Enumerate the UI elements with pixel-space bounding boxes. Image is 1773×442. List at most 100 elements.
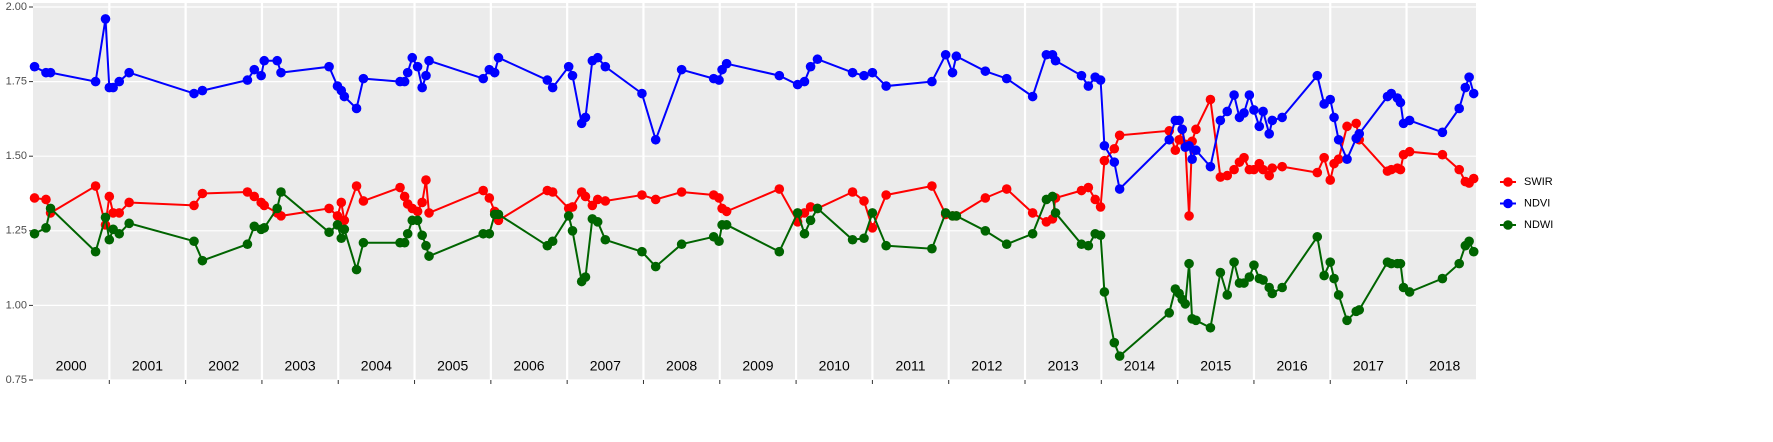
data-point [417,82,427,93]
data-point [881,190,891,200]
x-tick-label: 2001 [132,358,163,374]
data-point [242,75,253,85]
data-point [402,228,413,239]
data-point [714,236,724,247]
data-point [650,194,661,205]
legend-label: NDVI [1524,197,1550,209]
data-point [259,55,270,66]
data-point [592,52,603,63]
x-tick-label: 2011 [895,358,925,374]
data-point [256,70,266,81]
data-point [249,191,260,202]
data-point [41,194,51,205]
data-point [1191,124,1201,135]
data-point [1258,164,1268,175]
data-point [45,67,56,78]
data-point [259,223,270,233]
data-point [1222,170,1233,181]
data-point [1354,129,1365,139]
data-point [104,191,115,202]
x-tick-label: 2010 [819,358,850,374]
data-point [1333,290,1344,300]
data-point [1191,145,1201,156]
data-point [600,61,611,72]
data-point [242,239,253,250]
x-tick-label: 2002 [208,358,239,374]
data-point [867,208,878,218]
data-point [1258,106,1268,117]
data-point [1249,260,1259,270]
data-point [332,220,343,230]
data-point [1312,231,1323,242]
data-point [1468,88,1479,99]
data-point [100,14,111,24]
data-point [1333,154,1344,164]
data-point [600,234,611,245]
x-tick-label: 2017 [1353,358,1384,374]
data-point [1229,90,1239,100]
data-point [774,184,785,194]
x-tick-label: 2000 [56,358,87,374]
data-point [1114,130,1125,141]
data-point [259,200,270,211]
data-point [1454,258,1465,269]
data-point [637,246,647,257]
data-point [847,234,858,245]
data-point [399,191,410,202]
data-point [650,134,661,145]
data-point [189,236,199,247]
data-point [1114,184,1125,194]
data-point [1050,55,1061,66]
data-point [1205,94,1216,105]
data-point [1050,208,1061,218]
data-point [927,243,937,254]
data-point [1109,337,1120,348]
data-point [1437,149,1448,160]
data-point [197,85,208,96]
data-point [324,227,334,238]
x-tick-label: 2014 [1124,358,1155,374]
data-point [1222,106,1233,117]
data-point [580,112,591,123]
data-point [676,239,687,250]
data-point [1395,97,1406,108]
data-point [805,61,816,72]
x-tick-label: 2005 [437,358,468,374]
data-point [29,193,40,203]
data-point [1076,70,1087,81]
data-point [859,233,869,244]
data-point [1215,115,1226,126]
data-point [189,88,199,99]
data-point [1027,228,1038,239]
x-tick-label: 2013 [1048,358,1079,374]
data-point [100,212,111,223]
data-point [1342,315,1352,326]
data-point [547,236,558,247]
y-tick-label: 1.75 [6,76,27,88]
data-point [542,75,553,85]
y-tick-label: 2.00 [6,1,27,13]
data-point [1333,134,1344,145]
data-point [1177,124,1188,135]
data-point [1164,308,1175,318]
x-tick-label: 2008 [666,358,697,374]
data-point [249,64,260,75]
data-point [1277,161,1287,172]
data-point [489,67,500,78]
data-point [324,203,334,214]
x-tick-label: 2016 [1277,358,1308,374]
data-point [1099,140,1110,151]
data-point [1319,270,1329,281]
data-point [1312,70,1323,81]
data-point [580,191,591,202]
data-point [1244,90,1255,100]
data-point [1277,282,1287,293]
data-point [90,76,101,87]
data-point [1454,164,1465,175]
data-point [980,193,991,203]
data-point [1404,146,1415,157]
x-tick-label: 2012 [971,358,1002,374]
data-point [358,73,369,84]
data-point [1454,103,1465,114]
data-point [859,196,869,206]
